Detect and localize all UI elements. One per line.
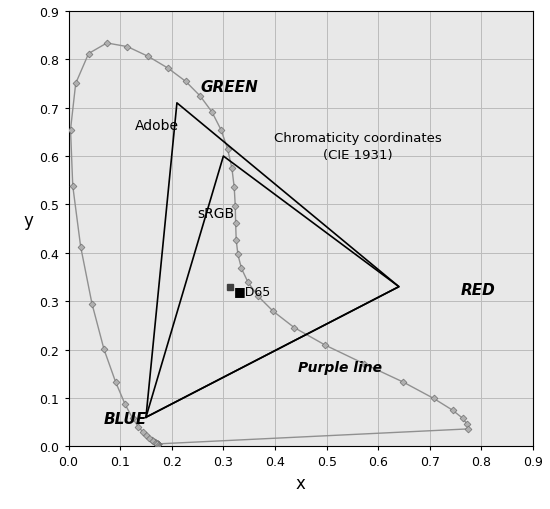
Y-axis label: y: y bbox=[24, 211, 34, 229]
Text: Adobe: Adobe bbox=[135, 119, 179, 133]
Text: Purple line: Purple line bbox=[298, 360, 382, 375]
Text: Chromaticity coordinates
(CIE 1931): Chromaticity coordinates (CIE 1931) bbox=[274, 132, 442, 162]
Text: RED: RED bbox=[461, 282, 496, 297]
Text: GREEN: GREEN bbox=[200, 79, 258, 95]
Text: BLUE: BLUE bbox=[103, 411, 147, 426]
Text: ■D65: ■D65 bbox=[234, 285, 271, 297]
Text: sRGB: sRGB bbox=[197, 206, 235, 220]
X-axis label: x: x bbox=[296, 474, 306, 492]
